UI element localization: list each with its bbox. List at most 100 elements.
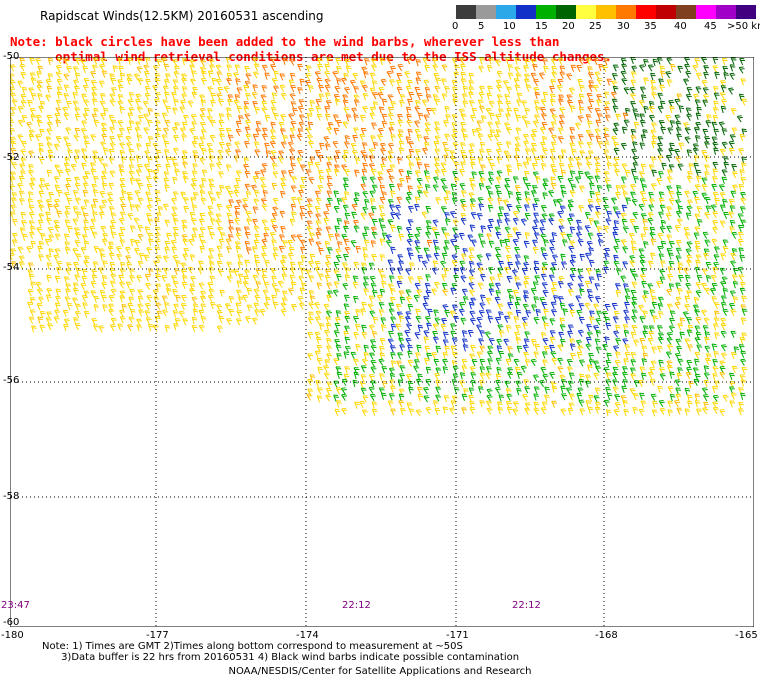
- wind-barb: [17, 183, 24, 191]
- wind-barb: [73, 79, 79, 87]
- wind-barb: [587, 120, 593, 129]
- wind-barb: [137, 182, 144, 190]
- wind-barb: [381, 156, 387, 165]
- wind-barb: [215, 191, 222, 199]
- wind-barb: [714, 197, 720, 206]
- wind-barb: [551, 309, 557, 317]
- wind-barb: [200, 59, 207, 67]
- wind-barb: [225, 57, 232, 64]
- wind-barb: [326, 294, 332, 302]
- wind-barb: [110, 231, 117, 239]
- wind-barb: [118, 274, 125, 282]
- wind-barb: [271, 182, 278, 191]
- wind-barb: [703, 65, 710, 73]
- wind-barb: [279, 84, 286, 92]
- wind-barb: [74, 274, 81, 282]
- wind-barb: [722, 246, 729, 254]
- wind-barb: [108, 295, 115, 303]
- wind-barb: [730, 252, 737, 260]
- wind-barb: [522, 161, 529, 169]
- wind-barb: [198, 260, 204, 268]
- wind-barb: [172, 227, 179, 235]
- wind-barb: [236, 318, 242, 326]
- wind-barb: [504, 226, 511, 234]
- wind-barb: [721, 141, 728, 149]
- wind-barb: [738, 66, 745, 74]
- wind-barb: [516, 162, 523, 171]
- wind-barb: [341, 77, 348, 85]
- wind-barb: [55, 288, 62, 296]
- wind-barb: [172, 288, 178, 297]
- wind-barb: [398, 337, 405, 345]
- wind-barb: [514, 136, 521, 144]
- wind-barb: [604, 336, 610, 344]
- wind-barb: [683, 78, 690, 86]
- wind-barb: [695, 245, 701, 253]
- wind-barb: [28, 129, 35, 137]
- wind-barb: [738, 183, 745, 192]
- wind-barb: [327, 122, 334, 130]
- wind-barb: [471, 239, 477, 247]
- wind-barb: [300, 246, 306, 254]
- wind-barb: [297, 106, 304, 114]
- wind-barb: [576, 162, 583, 170]
- wind-barb: [578, 317, 585, 325]
- wind-barb: [534, 114, 540, 122]
- wind-barb: [495, 373, 502, 381]
- wind-barb: [739, 287, 746, 295]
- wind-barb: [344, 87, 351, 95]
- wind-barb: [64, 168, 71, 176]
- wind-barb: [614, 283, 621, 291]
- wind-barb: [639, 64, 646, 72]
- wind-barb: [396, 196, 403, 204]
- wind-barb: [351, 107, 358, 115]
- wind-barb: [647, 337, 654, 345]
- wind-barb: [206, 142, 213, 150]
- wind-barb: [350, 351, 357, 359]
- wind-barb: [606, 352, 612, 360]
- wind-barb: [657, 336, 664, 345]
- wind-barb: [72, 91, 79, 100]
- colorbar-swatch: [736, 5, 756, 19]
- wind-barb: [350, 143, 357, 151]
- wind-barb: [534, 343, 541, 351]
- wind-barb: [694, 135, 701, 143]
- wind-barb: [651, 140, 657, 149]
- wind-barb: [343, 225, 349, 233]
- wind-barb: [109, 261, 116, 270]
- wind-barb: [72, 288, 79, 296]
- wind-barb: [558, 225, 565, 233]
- wind-barb: [138, 252, 145, 261]
- wind-barb: [551, 357, 558, 366]
- wind-barb: [479, 85, 485, 93]
- wind-barb: [631, 309, 638, 317]
- wind-barb: [361, 331, 368, 339]
- wind-barb: [253, 239, 260, 247]
- wind-barb: [108, 157, 115, 165]
- wind-barb: [515, 114, 522, 122]
- wind-barb: [660, 240, 667, 249]
- wind-barb: [498, 108, 504, 116]
- wind-barb: [639, 142, 646, 150]
- wind-barb: [39, 128, 45, 136]
- wind-barb: [441, 318, 447, 326]
- wind-barb: [660, 70, 666, 78]
- wind-barb: [296, 197, 303, 205]
- wind-barb: [291, 196, 297, 204]
- wind-barb: [480, 240, 486, 248]
- wind-barb: [469, 407, 476, 415]
- wind-barb: [12, 239, 18, 247]
- wind-barb: [478, 171, 485, 179]
- wind-barb: [343, 141, 350, 149]
- wind-barb: [67, 225, 73, 234]
- wind-barb: [387, 155, 394, 163]
- wind-barb: [235, 178, 241, 186]
- wind-barb: [452, 227, 459, 235]
- wind-barb: [175, 294, 181, 303]
- wind-barb: [539, 106, 546, 115]
- lat-label-50: -50: [3, 51, 20, 62]
- wind-barb: [503, 338, 510, 346]
- wind-barb: [441, 168, 447, 177]
- wind-barb: [558, 94, 565, 102]
- wind-barb: [534, 91, 541, 100]
